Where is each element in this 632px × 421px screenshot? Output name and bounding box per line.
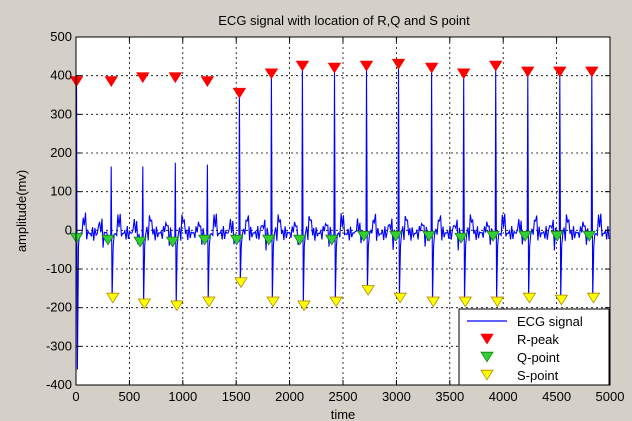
axis-ticks: 0 500 1000 1500 2000 2500 3000 3500 4000 4500 5000… [46,29,624,404]
q-point-marker [69,232,84,244]
r-peak-marker [295,60,310,72]
r-peak-marker [136,72,150,84]
y-tick-label: 0 [65,222,72,237]
r-peak-marker [521,66,535,78]
y-axis-label: amplitude(mv) [14,170,29,252]
r-peak-marker [232,87,247,99]
s-point-marker [266,296,280,308]
q-point-marker [454,232,468,244]
s-point-marker [106,292,120,304]
y-tick-label: 400 [50,68,72,83]
r-peak-marker [456,68,471,80]
q-point-marker [230,234,244,246]
q-point-marker [486,230,500,242]
x-tick-label: 5000 [596,389,625,404]
s-point-marker [586,292,601,304]
q-point-marker [550,230,564,242]
s-point-marker [426,296,440,308]
q-point-marker [101,234,115,246]
s-point-marker [137,298,152,310]
x-tick-label: 4500 [542,389,571,404]
ecg-signal-layer [75,64,610,370]
s-point-marker [361,285,375,296]
y-tick-label: 100 [50,184,72,199]
legend: ECG signal R-peak Q-point S-point [458,308,610,386]
y-tick-label: -400 [46,377,72,392]
legend-swatch-q-point [480,351,494,363]
r-peak-marker [359,60,374,72]
s-point-marker [234,277,248,289]
s-point-marker [490,296,505,308]
r-peak-marker [200,76,215,88]
r-peak-marker [104,76,118,88]
ecg-signal-line [75,64,610,370]
y-tick-label: -100 [46,261,72,276]
y-tick-label: 200 [50,145,72,160]
x-tick-label: 3500 [435,389,464,404]
y-tick-label: 500 [50,29,72,44]
r-peak-marker [264,68,279,80]
y-tick-label: 300 [50,106,72,121]
q-point-marker [389,230,403,242]
r-peak-marker [168,72,183,84]
x-tick-label: 0 [72,389,79,404]
q-point-marker [262,234,276,246]
r-peak-marker [327,62,342,74]
s-point-marker [202,296,216,308]
r-peak-marker [424,62,439,74]
q-point-marker [325,234,339,246]
r-peak-marker [69,76,84,88]
legend-label-r-peak: R-peak [517,332,559,347]
x-tick-label: 2000 [275,389,304,404]
x-axis-label: time [331,407,356,421]
legend-label-s-point: S-point [517,368,559,383]
q-point-marker [165,236,180,248]
q-point-marker [133,236,147,248]
q-point-marker [518,230,532,242]
s-point-marker [393,292,407,304]
x-tick-label: 2500 [329,389,358,404]
x-tick-label: 3000 [382,389,411,404]
s-point-marker [170,300,184,312]
y-tick-label: -200 [46,300,72,315]
x-tick-label: 1500 [222,389,251,404]
q-point-marker [357,230,371,242]
x-tick-label: 4000 [489,389,518,404]
s-point-marker [458,296,473,308]
chart-title: ECG signal with location of R,Q and S po… [218,13,470,28]
r-peak-marker [553,66,567,78]
s-point-marker [554,294,569,306]
r-peak-marker [489,60,503,72]
s-point-marker [329,296,343,308]
legend-label-ecg-signal: ECG signal [517,314,583,329]
q-point-marker [197,234,212,246]
s-point-marker [522,292,537,304]
r-peak-marker [585,66,599,78]
x-tick-label: 500 [119,389,141,404]
q-point-marker [582,230,596,242]
legend-swatch-s-point [480,369,494,381]
q-point-marker [422,230,436,242]
legend-label-q-point: Q-point [517,350,560,365]
legend-swatch-r-peak [480,333,494,345]
r-peak-marker [391,58,406,70]
s-point-marker [297,300,311,312]
y-tick-label: -300 [46,338,72,353]
q-point-marker [293,234,307,246]
x-tick-label: 1000 [168,389,197,404]
marker-layer [69,58,601,312]
